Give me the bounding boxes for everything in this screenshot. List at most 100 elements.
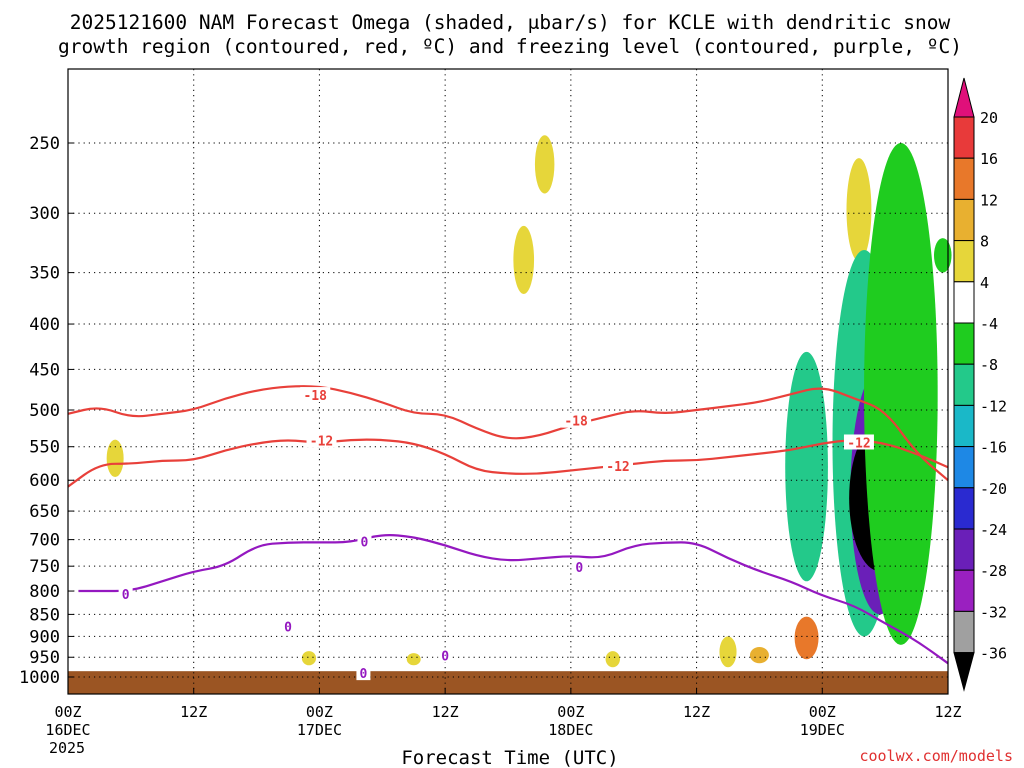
plot-frame bbox=[67, 68, 949, 695]
watermark-text: coolwx.com/models bbox=[859, 747, 1013, 765]
x-tick-date: 19DEC bbox=[800, 721, 845, 739]
omega-region bbox=[785, 351, 828, 582]
contour-label-bg bbox=[118, 585, 133, 601]
y-tick-label: 1000 bbox=[19, 668, 60, 688]
contour-label: -18 bbox=[564, 415, 588, 430]
colorbar-segment bbox=[953, 487, 975, 530]
colorbar-label: 20 bbox=[980, 109, 998, 127]
colorbar-label: -24 bbox=[980, 521, 1007, 539]
contour-layer: -18 -18 -12 -12 -12 0 0 0 0 0 0 bbox=[67, 385, 949, 682]
y-tick-label: 900 bbox=[29, 627, 60, 647]
colorbar-label: -8 bbox=[980, 356, 998, 374]
y-axis: 2503003504004505005506006507007508008509… bbox=[19, 134, 74, 688]
contour-label-bg bbox=[603, 457, 633, 473]
y-tick-label: 550 bbox=[29, 438, 60, 458]
omega-region bbox=[846, 158, 872, 262]
contour-label: -12 bbox=[606, 460, 629, 475]
contour-label: 0 bbox=[361, 535, 369, 550]
colorbar-segment bbox=[953, 198, 975, 242]
omega-region bbox=[534, 135, 555, 194]
x-tick-label: 00Z bbox=[557, 703, 584, 721]
x-tick-label: 00Z bbox=[54, 703, 81, 721]
contour-label-bg bbox=[572, 559, 587, 575]
omega-region bbox=[301, 651, 317, 666]
colorbar-label: -36 bbox=[980, 645, 1007, 663]
contour-line bbox=[67, 385, 949, 482]
colorbar-segment bbox=[953, 322, 975, 365]
y-tick-label: 600 bbox=[29, 471, 60, 491]
y-tick-label: 450 bbox=[29, 360, 60, 380]
colorbar-segment bbox=[953, 446, 975, 489]
x-tick-date: 17DEC bbox=[297, 721, 342, 739]
y-tick-label: 650 bbox=[29, 502, 60, 522]
colorbar: 20 16 12 8 4 -4 -8 -12 -16 -20 -24 -28 -32 -36 bbox=[953, 77, 1007, 692]
contour-line bbox=[78, 534, 949, 665]
contour-label-bg bbox=[438, 647, 453, 663]
colorbar-label: -12 bbox=[980, 397, 1007, 415]
chart-title-line2: growth region (contoured, red, ºC) and f… bbox=[58, 35, 962, 58]
y-tick-label: 400 bbox=[29, 315, 60, 335]
contour-label-bg bbox=[357, 533, 372, 549]
omega-region bbox=[406, 653, 421, 666]
terrain-layer bbox=[68, 671, 948, 694]
colorbar-segment bbox=[953, 157, 975, 200]
contour-label: -18 bbox=[303, 389, 327, 404]
colorbar-bottom-arrow bbox=[953, 652, 975, 692]
colorbar-segment bbox=[953, 610, 975, 654]
omega-region bbox=[749, 646, 769, 664]
x-tick-label: 12Z bbox=[683, 703, 710, 721]
omega-region bbox=[106, 439, 124, 478]
colorbar-segment bbox=[953, 240, 975, 283]
contour-label-bg bbox=[306, 432, 337, 448]
colorbar-label: 12 bbox=[980, 191, 998, 209]
x-tick-label: 12Z bbox=[432, 703, 459, 721]
omega-region bbox=[513, 225, 535, 295]
omega-region bbox=[794, 616, 819, 660]
contour-label: 0 bbox=[122, 588, 130, 603]
contour-label: 0 bbox=[360, 667, 368, 682]
terrain-ground bbox=[68, 671, 948, 694]
x-tick-year: 2025 bbox=[49, 739, 85, 757]
contour-line bbox=[67, 438, 949, 488]
contour-label: -12 bbox=[310, 434, 333, 449]
y-tick-label: 850 bbox=[29, 605, 60, 625]
contour-label-bg bbox=[281, 618, 295, 634]
contour-label: -12 bbox=[847, 436, 870, 451]
x-tick-label: 12Z bbox=[934, 703, 961, 721]
colorbar-segment bbox=[953, 363, 975, 406]
x-tick-date: 16DEC bbox=[45, 721, 90, 739]
colorbar-segment bbox=[953, 528, 975, 571]
y-tick-label: 950 bbox=[29, 648, 60, 668]
colorbar-segment bbox=[953, 281, 975, 324]
colorbar-label: 16 bbox=[980, 150, 998, 168]
omega-region bbox=[933, 238, 952, 273]
y-tick-label: 750 bbox=[29, 557, 60, 577]
contour-label-bg bbox=[843, 434, 874, 450]
y-tick-label: 250 bbox=[29, 134, 60, 154]
colorbar-segment bbox=[953, 116, 975, 159]
colorbar-segment bbox=[953, 569, 975, 612]
chart-title-line1: 2025121600 NAM Forecast Omega (shaded, μ… bbox=[70, 11, 951, 34]
omega-region bbox=[719, 636, 737, 668]
x-axis-label: Forecast Time (UTC) bbox=[401, 747, 618, 768]
x-tick-label: 00Z bbox=[306, 703, 333, 721]
colorbar-label: -20 bbox=[980, 480, 1007, 498]
contour-label: 0 bbox=[284, 620, 292, 635]
y-tick-label: 350 bbox=[29, 264, 60, 284]
x-tick-label: 00Z bbox=[809, 703, 836, 721]
omega-region bbox=[605, 651, 620, 668]
y-tick-label: 700 bbox=[29, 531, 60, 551]
contour-label-bg bbox=[561, 412, 592, 428]
x-tick-label: 12Z bbox=[180, 703, 207, 721]
colorbar-label: 4 bbox=[980, 274, 989, 292]
colorbar-label: 8 bbox=[980, 233, 989, 251]
x-tick-date: 18DEC bbox=[548, 721, 593, 739]
y-tick-label: 800 bbox=[29, 582, 60, 602]
y-tick-label: 500 bbox=[29, 401, 60, 421]
omega-region bbox=[864, 143, 938, 645]
contour-label: 0 bbox=[575, 561, 583, 576]
contour-label-bg bbox=[300, 387, 331, 403]
contour-label-bg bbox=[356, 665, 371, 681]
